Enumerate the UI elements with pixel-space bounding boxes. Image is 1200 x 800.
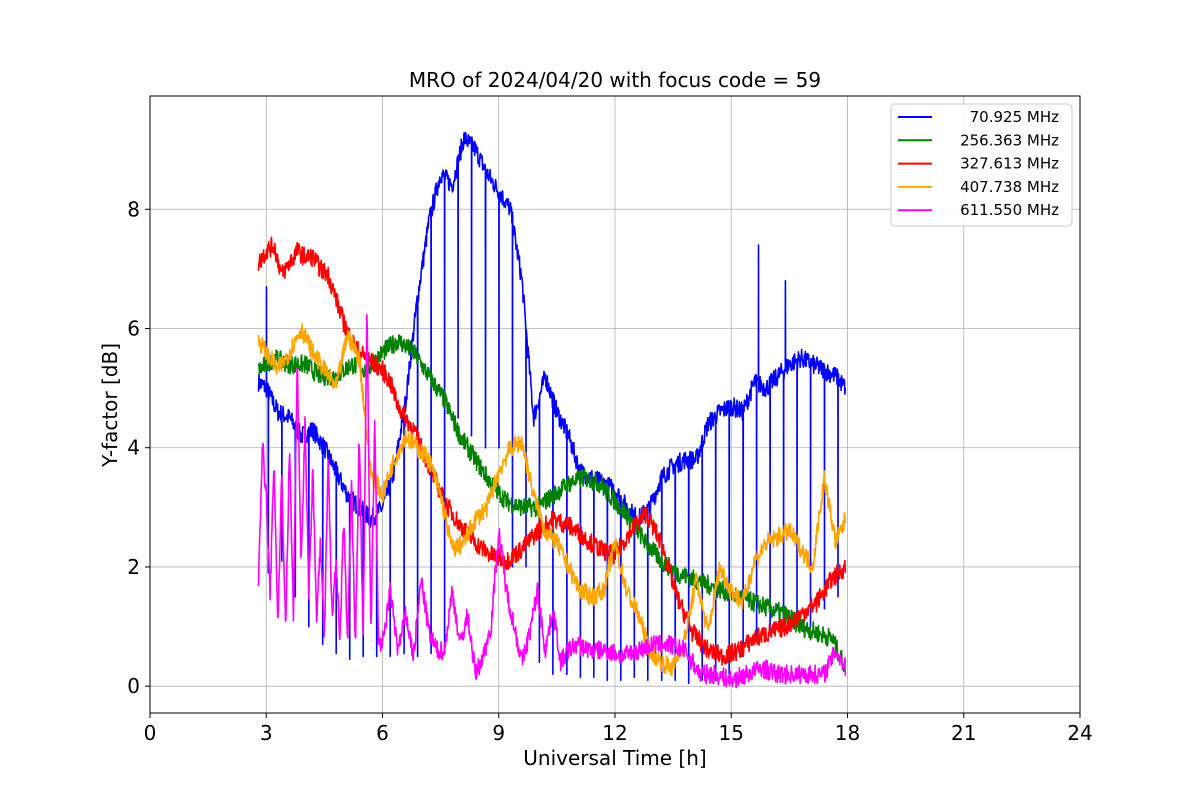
legend: 70.925 MHz 256.363 MHz 327.613 MHz 407.738 … — [890, 103, 1073, 227]
legend-label: 611.550 MHz — [960, 201, 1059, 219]
series-line — [257, 323, 847, 677]
x-tick-label: 21 — [951, 721, 976, 745]
y-tick-label: 0 — [127, 674, 140, 698]
x-tick-label: 9 — [492, 721, 505, 745]
y-tick-label: 6 — [127, 316, 140, 340]
x-axis: 0 3 6 9 12 15 18 21 24 — [144, 713, 1093, 745]
legend-label: 256.363 MHz — [960, 131, 1059, 149]
series-line — [257, 131, 847, 684]
x-axis-label: Universal Time [h] — [523, 746, 706, 770]
legend-label: 407.738 MHz — [960, 178, 1059, 196]
x-tick-label: 18 — [835, 721, 860, 745]
legend-label: 327.613 MHz — [960, 155, 1059, 173]
series-line — [257, 236, 847, 666]
plot-area — [257, 131, 847, 689]
chart-title: MRO of 2024/04/20 with focus code = 59 — [409, 68, 821, 92]
x-tick-label: 3 — [260, 721, 273, 745]
y-tick-label: 8 — [127, 197, 140, 221]
series-line — [257, 313, 847, 689]
x-tick-label: 6 — [376, 721, 389, 745]
x-tick-label: 15 — [719, 721, 744, 745]
legend-label: 70.925 MHz — [970, 108, 1059, 126]
y-tick-label: 4 — [127, 436, 140, 460]
y-tick-label: 2 — [127, 555, 140, 579]
legend-box — [890, 103, 1073, 227]
x-tick-label: 24 — [1067, 721, 1092, 745]
x-tick-label: 12 — [602, 721, 627, 745]
y-axis-label: Y-factor [dB] — [98, 343, 122, 468]
y-axis: 0 2 4 6 8 — [127, 197, 150, 698]
x-tick-label: 0 — [144, 721, 157, 745]
